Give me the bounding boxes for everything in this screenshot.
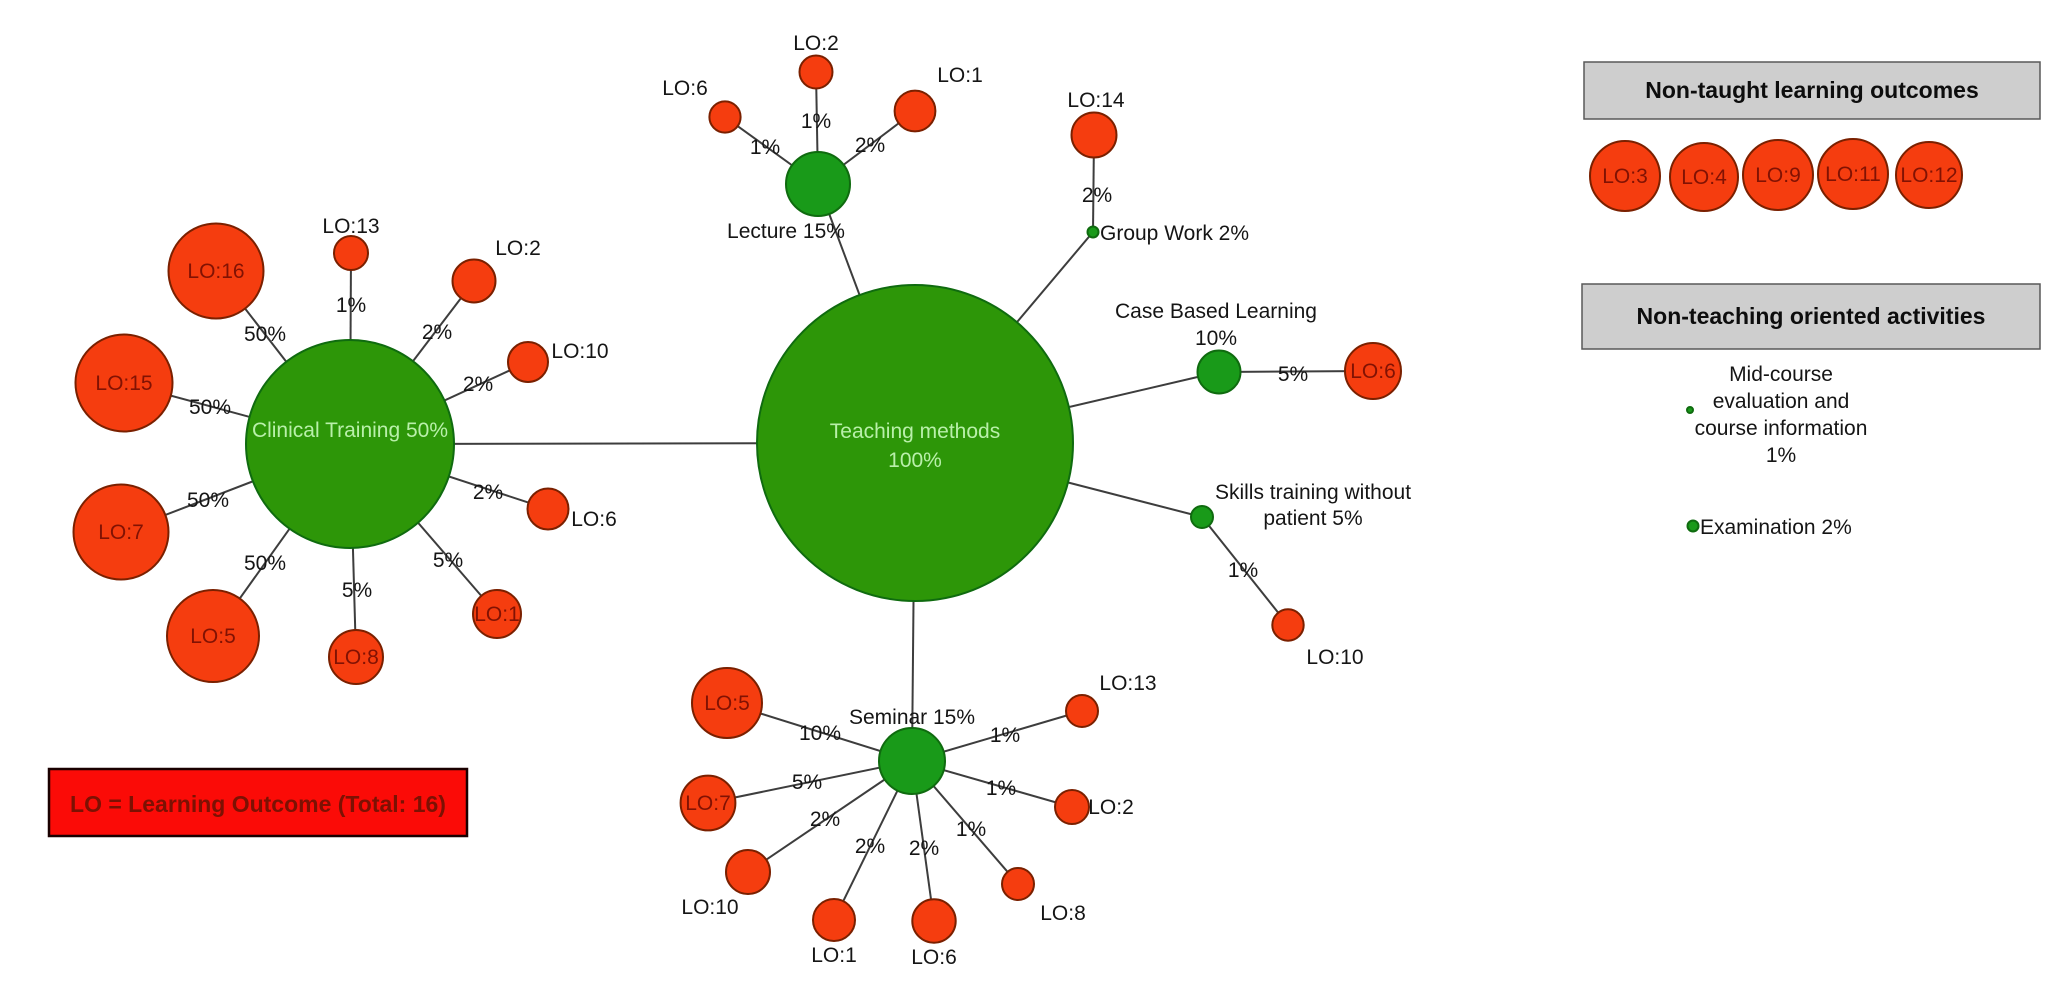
svg-text:1%: 1% bbox=[1228, 559, 1258, 582]
svg-text:1%: 1% bbox=[986, 777, 1016, 800]
svg-text:LO:12: LO:12 bbox=[1900, 164, 1957, 187]
svg-text:LO:8: LO:8 bbox=[333, 646, 379, 669]
svg-text:LO:6: LO:6 bbox=[911, 946, 957, 969]
svg-text:2%: 2% bbox=[1082, 184, 1112, 207]
svg-text:Mid-course: Mid-course bbox=[1729, 363, 1833, 386]
svg-text:5%: 5% bbox=[792, 771, 822, 794]
svg-text:2%: 2% bbox=[855, 134, 885, 157]
svg-text:LO:11: LO:11 bbox=[1825, 163, 1881, 186]
svg-text:5%: 5% bbox=[433, 549, 463, 572]
svg-text:5%: 5% bbox=[1278, 363, 1308, 386]
svg-text:LO:6: LO:6 bbox=[571, 508, 617, 531]
svg-text:LO:9: LO:9 bbox=[1755, 164, 1801, 187]
svg-text:Lecture 15%: Lecture 15% bbox=[727, 220, 845, 243]
svg-text:LO:3: LO:3 bbox=[1602, 165, 1648, 188]
svg-text:LO:10: LO:10 bbox=[1306, 646, 1363, 669]
svg-text:100%: 100% bbox=[888, 449, 942, 472]
svg-text:2%: 2% bbox=[810, 808, 840, 831]
svg-text:patient 5%: patient 5% bbox=[1263, 507, 1362, 530]
svg-text:2%: 2% bbox=[422, 321, 452, 344]
svg-text:1%: 1% bbox=[1766, 444, 1796, 467]
svg-text:50%: 50% bbox=[189, 396, 231, 419]
svg-text:2%: 2% bbox=[473, 481, 503, 504]
svg-text:Non-teaching oriented activiti: Non-teaching oriented activities bbox=[1637, 303, 1986, 329]
svg-text:LO:2: LO:2 bbox=[495, 237, 541, 260]
svg-text:Seminar 15%: Seminar 15% bbox=[849, 706, 975, 729]
svg-text:LO:10: LO:10 bbox=[551, 340, 608, 363]
svg-text:LO:5: LO:5 bbox=[190, 625, 236, 648]
svg-text:LO:16: LO:16 bbox=[187, 260, 244, 283]
svg-text:1%: 1% bbox=[336, 294, 366, 317]
svg-text:1%: 1% bbox=[956, 818, 986, 841]
svg-text:LO:4: LO:4 bbox=[1681, 166, 1727, 189]
svg-text:1%: 1% bbox=[990, 724, 1020, 747]
svg-text:LO:6: LO:6 bbox=[662, 77, 708, 100]
svg-text:Case Based Learning: Case Based Learning bbox=[1115, 300, 1317, 323]
svg-text:Teaching methods: Teaching methods bbox=[830, 420, 1000, 443]
svg-text:50%: 50% bbox=[244, 552, 286, 575]
svg-text:LO:13: LO:13 bbox=[1099, 672, 1156, 695]
svg-text:LO:1: LO:1 bbox=[474, 603, 520, 626]
svg-text:Skills training without: Skills training without bbox=[1215, 481, 1411, 504]
svg-text:LO:8: LO:8 bbox=[1040, 902, 1086, 925]
svg-text:LO = Learning Outcome (Total:: LO = Learning Outcome (Total: 16) bbox=[70, 791, 446, 817]
svg-text:1%: 1% bbox=[801, 110, 831, 133]
svg-text:LO:14: LO:14 bbox=[1067, 89, 1125, 112]
svg-text:course information: course information bbox=[1695, 417, 1868, 440]
svg-text:Clinical Training 50%: Clinical Training 50% bbox=[252, 419, 448, 442]
svg-text:LO:7: LO:7 bbox=[98, 521, 144, 544]
svg-text:LO:13: LO:13 bbox=[322, 215, 379, 238]
svg-text:50%: 50% bbox=[244, 323, 286, 346]
svg-text:LO:1: LO:1 bbox=[937, 64, 983, 87]
svg-text:LO:10: LO:10 bbox=[681, 896, 738, 919]
svg-text:1%: 1% bbox=[750, 136, 780, 159]
svg-text:LO:2: LO:2 bbox=[793, 32, 839, 55]
svg-text:5%: 5% bbox=[342, 579, 372, 602]
svg-text:50%: 50% bbox=[187, 489, 229, 512]
svg-text:10%: 10% bbox=[799, 722, 841, 745]
svg-text:LO:15: LO:15 bbox=[95, 372, 152, 395]
svg-text:LO:2: LO:2 bbox=[1088, 796, 1134, 819]
svg-text:Non-taught learning outcomes: Non-taught learning outcomes bbox=[1645, 77, 1979, 103]
svg-text:Examination 2%: Examination 2% bbox=[1700, 516, 1852, 539]
svg-text:LO:1: LO:1 bbox=[811, 944, 857, 967]
svg-text:10%: 10% bbox=[1195, 327, 1237, 350]
svg-text:LO:5: LO:5 bbox=[704, 692, 750, 715]
svg-text:Group Work 2%: Group Work 2% bbox=[1100, 222, 1249, 245]
svg-text:LO:7: LO:7 bbox=[685, 792, 731, 815]
svg-text:2%: 2% bbox=[463, 373, 493, 396]
svg-text:2%: 2% bbox=[909, 837, 939, 860]
svg-text:evaluation and: evaluation and bbox=[1713, 390, 1850, 413]
svg-text:LO:6: LO:6 bbox=[1350, 360, 1396, 383]
svg-text:2%: 2% bbox=[855, 835, 885, 858]
